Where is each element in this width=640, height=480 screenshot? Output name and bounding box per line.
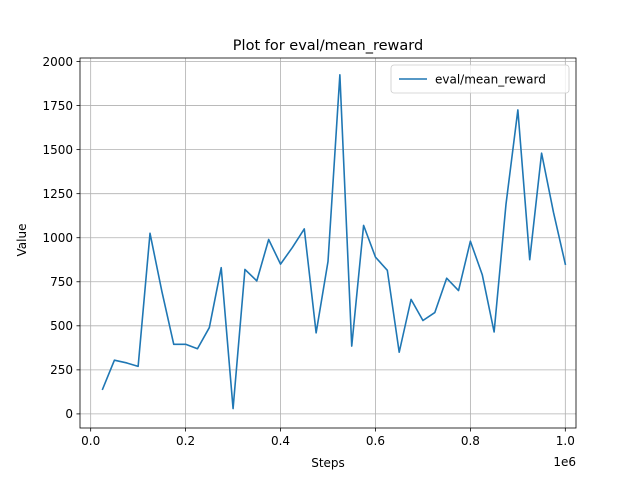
- x-tick-label: 0.6: [366, 434, 385, 448]
- x-tick-label: 0.0: [81, 434, 100, 448]
- y-axis: 0 250 500 750 1000 1250 1500 1750 2000: [42, 55, 80, 421]
- y-tick-label: 250: [50, 363, 73, 377]
- y-axis-label: Value: [15, 224, 29, 257]
- y-tick-label: 1000: [42, 231, 73, 245]
- series-layer: [101, 73, 567, 410]
- x-tick-label: 1.0: [556, 434, 575, 448]
- x-axis-label: Steps: [311, 456, 345, 470]
- y-tick-label: 1250: [42, 187, 73, 201]
- y-tick-label: 500: [50, 319, 73, 333]
- x-tick-label: 0.2: [176, 434, 195, 448]
- x-axis: 0.0 0.2 0.4 0.6 0.8 1.0: [81, 428, 575, 448]
- plot-frame: [79, 57, 577, 429]
- y-tick-label: 750: [50, 275, 73, 289]
- series-line: [101, 73, 567, 410]
- y-tick-label: 0: [65, 407, 73, 421]
- x-tick-label: 0.4: [271, 434, 290, 448]
- chart-title: Plot for eval/mean_reward: [233, 38, 423, 54]
- legend-box: [390, 64, 570, 94]
- grid: [80, 58, 576, 428]
- x-tick-label: 0.8: [461, 434, 480, 448]
- legend: eval/mean_reward: [390, 64, 570, 94]
- y-tick-label: 1750: [42, 99, 73, 113]
- legend-label: eval/mean_reward: [435, 72, 546, 86]
- y-tick-label: 2000: [42, 55, 73, 69]
- y-tick-label: 1500: [42, 143, 73, 157]
- x-axis-offset-label: 1e6: [553, 455, 576, 469]
